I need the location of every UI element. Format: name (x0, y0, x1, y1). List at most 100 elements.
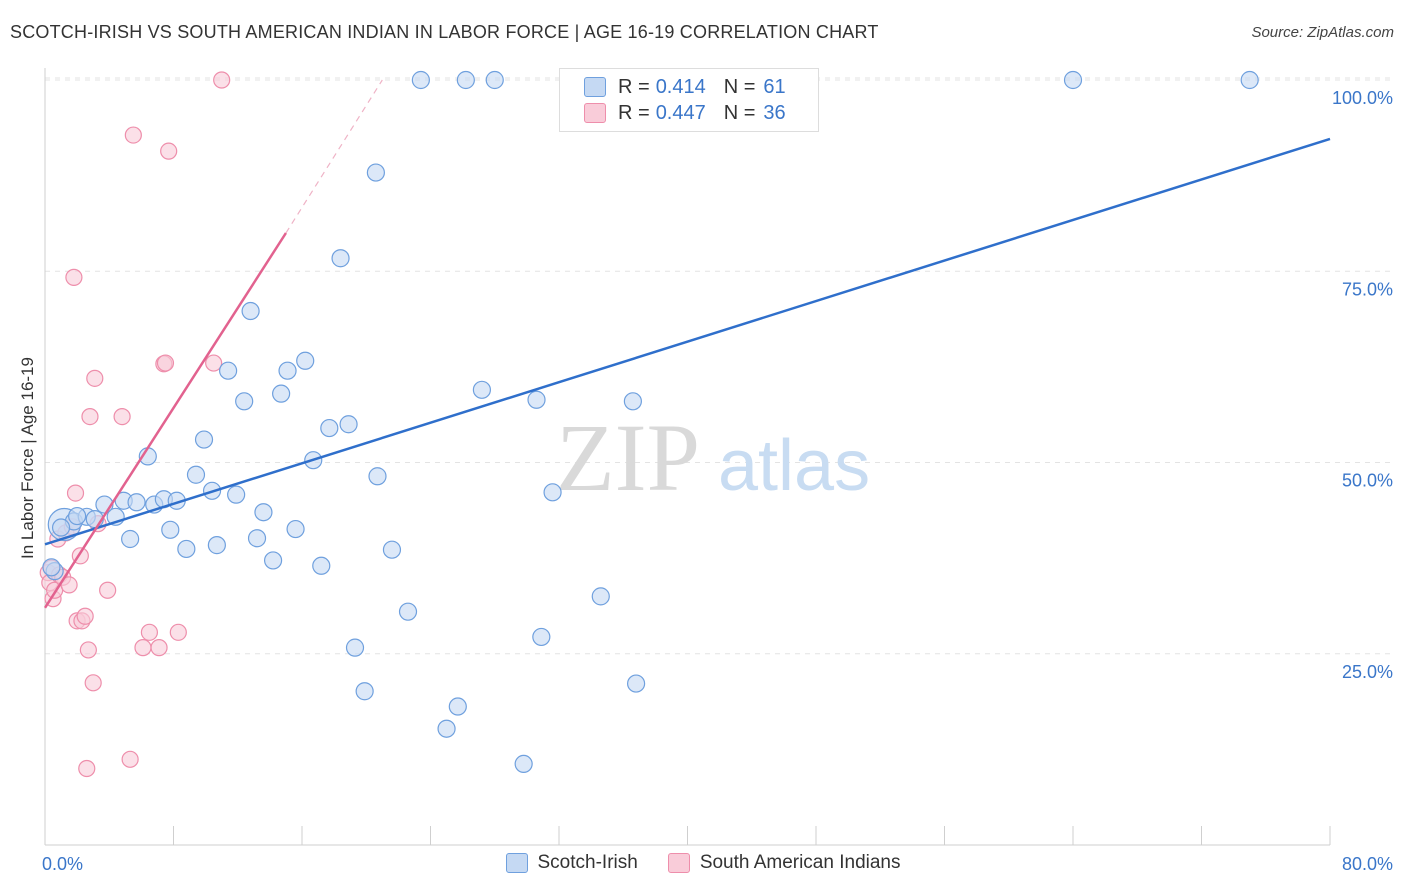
data-point-scotch-irish (320, 418, 339, 438)
legend-swatch-blue (584, 77, 606, 97)
y-tick-label: 25.0% (1342, 662, 1393, 682)
data-point-scotch-irish (286, 519, 305, 539)
data-point-south-american-indians (150, 639, 168, 657)
legend-item-south-american-indians[interactable]: South American Indians (667, 852, 901, 874)
data-point-scotch-irish (339, 415, 358, 434)
data-point-scotch-irish (382, 540, 402, 559)
data-point-scotch-irish (241, 301, 260, 321)
data-point-scotch-irish (411, 70, 430, 90)
data-point-scotch-irish (485, 70, 504, 90)
data-point-south-american-indians (86, 369, 104, 387)
legend-r-value: 0.447 (655, 101, 706, 124)
correlation-legend: R = 0.414 N = 61 R = 0.447 N = 36 (559, 68, 819, 132)
data-point-south-american-indians (113, 408, 131, 426)
data-point-south-american-indians (99, 581, 117, 599)
data-point-scotch-irish (543, 483, 562, 502)
data-point-south-american-indians (156, 354, 175, 372)
data-point-scotch-irish (1240, 70, 1259, 90)
legend-row-scotch-irish: R = 0.414 N = 61 (584, 75, 786, 99)
legend-r-label: R = (618, 75, 650, 98)
legend-r-value: 0.414 (655, 75, 706, 98)
data-point-scotch-irish (368, 467, 387, 486)
data-point-scotch-irish (272, 384, 291, 403)
legend-swatch-blue (505, 853, 528, 873)
data-point-scotch-irish (194, 430, 214, 449)
data-point-scotch-irish (42, 558, 61, 577)
data-point-scotch-irish (247, 529, 267, 548)
data-point-south-american-indians (169, 623, 187, 641)
data-point-south-american-indians (124, 126, 142, 144)
data-point-south-american-indians (78, 759, 96, 778)
legend-swatch-pink (584, 103, 606, 123)
data-point-scotch-irish (219, 361, 238, 380)
data-point-scotch-irish (207, 536, 226, 555)
data-point-south-american-indians (81, 408, 99, 426)
trend-line-scotch-irish (44, 137, 1331, 546)
data-point-scotch-irish (1063, 70, 1083, 90)
tick-labels: 25.0% 50.0% 75.0% 100.0% 0.0% 80.0% (42, 88, 1393, 874)
data-point-scotch-irish (263, 551, 283, 570)
data-point-scotch-irish (227, 485, 246, 504)
data-point-south-american-indians (84, 674, 102, 692)
data-point-scotch-irish (312, 556, 331, 575)
trend-lines (43, 79, 1331, 609)
legend-row-south-american-indians: R = 0.447 N = 36 (584, 101, 786, 125)
data-point-scotch-irish (591, 587, 610, 606)
legend-label-scotch-irish: Scotch-Irish (537, 852, 638, 873)
data-point-south-american-indians (160, 142, 178, 160)
data-point-scotch-irish (121, 529, 140, 549)
data-point-scotch-irish (161, 520, 180, 539)
legend-swatch-pink (667, 853, 690, 873)
data-point-scotch-irish (456, 70, 475, 90)
data-point-scotch-irish (623, 392, 642, 411)
legend-n-value: 36 (763, 101, 786, 124)
legend-r-label: R = (618, 101, 650, 124)
x-tick-label: 80.0% (1342, 854, 1393, 874)
data-point-scotch-irish (235, 392, 254, 411)
y-axis-label: In Labor Force | Age 16-19 (18, 357, 37, 559)
data-point-scotch-irish (448, 697, 467, 716)
data-point-scotch-irish (355, 682, 374, 701)
trend-line-extension (285, 79, 383, 234)
data-point-scotch-irish (186, 465, 206, 484)
y-tick-label: 50.0% (1342, 471, 1393, 491)
data-point-scotch-irish (437, 719, 456, 738)
data-point-south-american-indians (121, 750, 139, 768)
legend-item-scotch-irish[interactable]: Scotch-Irish (505, 852, 638, 874)
x-tick-label: 0.0% (42, 854, 83, 874)
data-point-scotch-irish (345, 638, 365, 657)
data-point-south-american-indians (205, 354, 223, 372)
data-point-south-american-indians (66, 484, 85, 502)
watermark: ZIP atlas (556, 404, 870, 511)
y-tick-label: 75.0% (1342, 279, 1393, 299)
y-tick-label: 100.0% (1332, 88, 1393, 108)
data-point-scotch-irish (127, 493, 146, 512)
data-point-scotch-irish (532, 627, 551, 647)
series-legend: Scotch-Irish South American Indians (0, 852, 1406, 874)
data-point-south-american-indians (79, 641, 97, 659)
data-point-south-american-indians (213, 71, 231, 89)
series-scotch-irish (42, 70, 1259, 774)
data-point-scotch-irish (51, 518, 71, 537)
data-point-scotch-irish (278, 361, 297, 380)
chart-title: SCOTCH-IRISH VS SOUTH AMERICAN INDIAN IN… (10, 22, 879, 42)
legend-n-label: N = (723, 101, 756, 124)
data-point-south-american-indians (76, 607, 94, 625)
trend-line-south-american-indians (43, 232, 287, 609)
watermark-atlas: atlas (718, 426, 870, 506)
data-point-scotch-irish (254, 503, 273, 522)
series-south-american-indians (39, 71, 231, 778)
grid-lines (45, 77, 1390, 655)
data-point-scotch-irish (331, 249, 350, 268)
data-point-scotch-irish (398, 602, 418, 621)
axes (44, 68, 1331, 846)
data-point-scotch-irish (472, 380, 491, 399)
data-point-scotch-irish (514, 754, 533, 774)
watermark-zip: ZIP (556, 404, 700, 511)
legend-label-south-american-indians: South American Indians (699, 852, 901, 873)
legend-n-value: 61 (763, 75, 786, 98)
data-point-south-american-indians (134, 639, 152, 657)
data-point-scotch-irish (366, 163, 385, 182)
source-credit: Source: ZipAtlas.com (1251, 24, 1394, 41)
